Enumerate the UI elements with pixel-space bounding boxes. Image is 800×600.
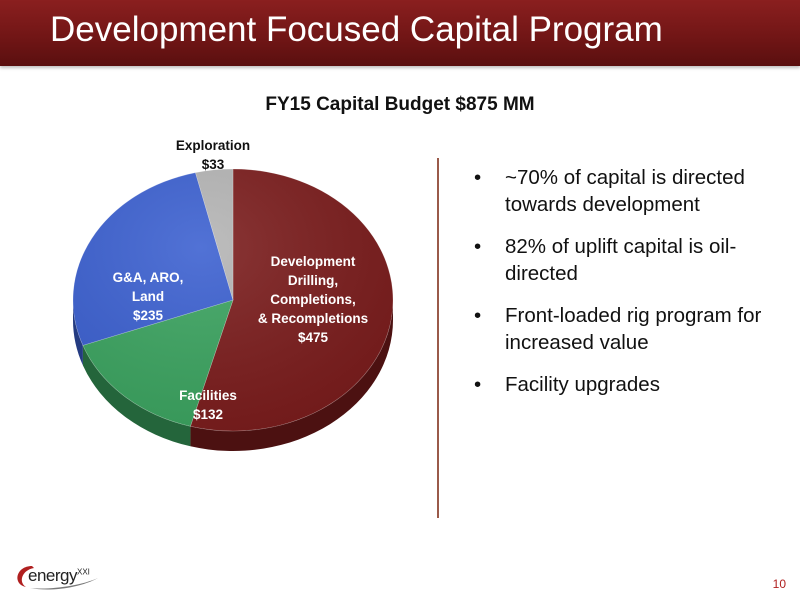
- pie-slice-side: [82, 345, 191, 447]
- pie-shine: [73, 169, 393, 431]
- pie-slice-label: Development Drilling, Completions, & Recomp…: [258, 254, 368, 345]
- pie-slice-label-line: Completions,: [270, 292, 356, 307]
- pie-slice-label-line: Drilling,: [288, 273, 338, 288]
- bullet-text: 82% of uplift capital is oil-directed: [505, 235, 737, 285]
- pie-slice-label-line: Facilities: [179, 388, 237, 403]
- bullet-dot: •: [474, 166, 482, 189]
- bullet-dot: •: [474, 304, 482, 327]
- pie-slice-label: G&A, ARO, Land $235: [113, 270, 184, 323]
- pie-slice-label-line: $33: [202, 157, 225, 172]
- bullet-item: • Facility upgrades: [472, 371, 790, 398]
- pie-slice-side: [190, 300, 393, 451]
- company-logo: energyXXI: [10, 560, 110, 592]
- bullet-dot: •: [474, 235, 482, 258]
- bullet-text: Front-loaded rig program for increased v…: [505, 304, 762, 354]
- bullet-text: ~70% of capital is directed towards deve…: [505, 166, 745, 216]
- title-bar: Development Focused Capital Program: [0, 0, 800, 66]
- slide-title: Development Focused Capital Program: [50, 10, 663, 49]
- bullet-list: • ~70% of capital is directed towards dev…: [472, 164, 790, 413]
- pie-slice-label-line: $475: [298, 330, 329, 345]
- pie-slice-label-line: & Recompletions: [258, 311, 368, 326]
- logo-wordmark: energy: [28, 566, 77, 585]
- pie-slice-label-line: G&A, ARO,: [113, 270, 184, 285]
- pie-slice-label-line: $132: [193, 407, 223, 422]
- vertical-divider: [437, 158, 439, 518]
- pie-slice-label-line: $235: [133, 308, 164, 323]
- pie-slice-label-line: Development: [271, 254, 356, 269]
- bullet-item: • Front-loaded rig program for increased …: [472, 302, 790, 356]
- chart-title: FY15 Capital Budget $875 MM: [265, 94, 535, 115]
- pie-slice-side: [73, 300, 83, 366]
- logo-suffix: XXI: [76, 567, 90, 577]
- bullet-text: Facility upgrades: [505, 373, 660, 396]
- pie-slice-label: Exploration $33: [176, 138, 250, 172]
- pie-slice-label-line: Land: [132, 289, 164, 304]
- logo-swoosh-icon: [17, 566, 98, 590]
- pie-slice-label-line: Exploration: [176, 138, 250, 153]
- pie-slice-label: Facilities $132: [179, 388, 237, 422]
- bullet-item: • ~70% of capital is directed towards dev…: [472, 164, 790, 218]
- bullet-dot: •: [474, 373, 482, 396]
- bullet-item: • 82% of uplift capital is oil-directed: [472, 233, 790, 287]
- pie-labels: Development Drilling, Completions, & Recomp…: [113, 138, 369, 422]
- pie-chart: Development Drilling, Completions, & Recomp…: [72, 138, 394, 451]
- logo-text: energyXXI: [28, 566, 90, 586]
- pie-depth: [73, 300, 393, 451]
- page-number: 10: [772, 577, 786, 591]
